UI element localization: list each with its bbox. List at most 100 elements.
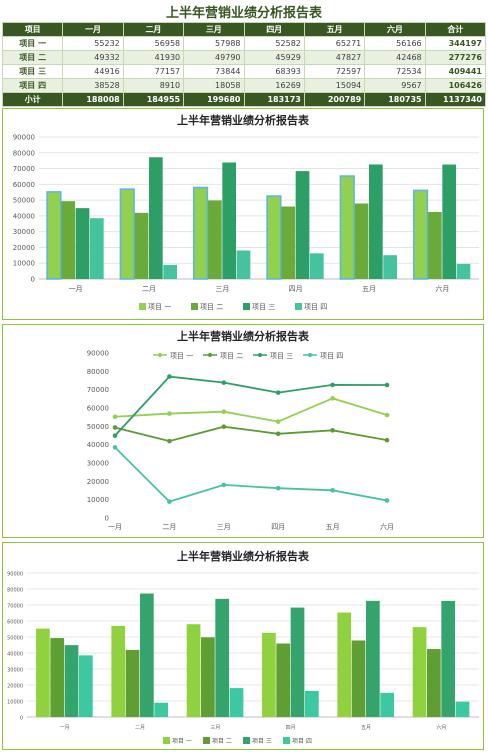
data-point bbox=[221, 482, 227, 488]
data-point bbox=[112, 445, 118, 450]
table-cell: 16269 bbox=[243, 78, 305, 93]
y-tick-label: 60000 bbox=[7, 620, 23, 626]
bar-2 bbox=[276, 643, 291, 717]
table-cell: 52582 bbox=[243, 36, 305, 51]
header-cell: 六月 bbox=[364, 22, 426, 37]
legend-marker bbox=[308, 353, 312, 357]
bar-1 bbox=[337, 612, 352, 717]
data-point bbox=[112, 414, 118, 420]
table-cell: 73844 bbox=[183, 64, 245, 79]
data-point bbox=[167, 374, 172, 379]
data-point bbox=[275, 390, 281, 395]
bar-chart-2-panel: 上半年营销业绩分析报告表 0 10000 20000 30000 40000 50000 60… bbox=[2, 542, 484, 750]
legend-swatch bbox=[295, 303, 302, 310]
y-tick-label: 0 bbox=[31, 276, 35, 284]
row-total: 106426 bbox=[424, 78, 487, 93]
legend-label: 项目 三 bbox=[252, 738, 272, 745]
data-point bbox=[275, 419, 281, 424]
data-point bbox=[330, 488, 335, 493]
y-tick-label: 10000 bbox=[7, 700, 23, 706]
y-tick-label: 30000 bbox=[7, 668, 23, 674]
legend-marker bbox=[158, 353, 162, 357]
subtotal-cell: 200789 bbox=[303, 92, 366, 107]
bar-4 bbox=[163, 264, 177, 279]
series-line-1 bbox=[114, 397, 388, 423]
x-tick-label: 四月 bbox=[286, 725, 296, 731]
x-tick-label: 五月 bbox=[326, 523, 340, 531]
bar-1 bbox=[266, 195, 282, 280]
header-cell: 二月 bbox=[122, 22, 185, 37]
bar-2 bbox=[201, 637, 215, 717]
bar-3 bbox=[149, 157, 163, 279]
table-cell: 49332 bbox=[62, 50, 124, 65]
y-tick-label: 40000 bbox=[7, 652, 23, 658]
y-tick-label: 50000 bbox=[87, 423, 109, 431]
bar-3 bbox=[295, 171, 310, 279]
bar-2 bbox=[354, 203, 369, 279]
chart-title: 上半年营销业绩分析报告表 bbox=[177, 329, 310, 343]
legend-label: 项目 一 bbox=[170, 352, 193, 360]
bar-4 bbox=[89, 218, 104, 279]
table-cell: 72534 bbox=[364, 64, 426, 79]
header-cell: 五月 bbox=[303, 22, 366, 37]
x-tick-label: 一月 bbox=[108, 523, 122, 531]
bar-1 bbox=[262, 632, 276, 717]
x-tick-label: 四月 bbox=[271, 523, 285, 531]
legend-swatch bbox=[139, 303, 146, 310]
series-line-4 bbox=[114, 446, 388, 503]
x-tick-label: 二月 bbox=[162, 523, 176, 531]
y-tick-label: 50000 bbox=[7, 636, 23, 642]
subtotal-cell: 199680 bbox=[183, 92, 245, 107]
bar-3 bbox=[442, 164, 457, 279]
series-line-2 bbox=[114, 425, 388, 443]
legend-swatch bbox=[203, 737, 210, 744]
table-cell: 56166 bbox=[364, 36, 426, 51]
data-point bbox=[330, 396, 335, 401]
y-tick-label: 90000 bbox=[7, 572, 23, 578]
data-point bbox=[221, 409, 227, 414]
legend-label: 项目 二 bbox=[200, 303, 223, 311]
data-point bbox=[221, 380, 227, 385]
bar-3 bbox=[64, 645, 79, 717]
y-tick-label: 40000 bbox=[87, 441, 109, 449]
legend-label: 项目 三 bbox=[252, 303, 275, 311]
table-cell: 15094 bbox=[303, 78, 366, 93]
bar-3 bbox=[369, 164, 383, 279]
bar-chart-panel: 上半年营销业绩分析报告表 0 10000 20000 30000 40000 50000 60… bbox=[2, 108, 484, 320]
legend-marker bbox=[208, 353, 212, 357]
row-total: 277276 bbox=[424, 50, 487, 65]
y-tick-label: 10000 bbox=[87, 496, 109, 504]
header-cell: 一月 bbox=[62, 22, 124, 37]
legend-marker bbox=[258, 353, 262, 357]
bar-chart-2: 上半年营销业绩分析报告表 0 10000 20000 30000 40000 50000 60… bbox=[7, 549, 479, 745]
table-cell: 38528 bbox=[62, 78, 124, 93]
table-cell: 41930 bbox=[122, 50, 185, 65]
table-row: 项目 四 38528 8910 18058 16269 15094 9567 1… bbox=[1, 78, 487, 93]
header-cell: 合计 bbox=[424, 22, 487, 37]
legend-label: 项目 一 bbox=[172, 738, 192, 745]
row-label: 项目 三 bbox=[1, 64, 64, 79]
y-tick-label: 80000 bbox=[13, 149, 35, 157]
header-cell: 项目 bbox=[1, 22, 64, 37]
data-point bbox=[275, 485, 281, 491]
table-row: 项目 一 55232 56958 57988 52582 65271 56166… bbox=[1, 36, 487, 51]
legend-swatch bbox=[283, 737, 290, 744]
legend-label: 项目 一 bbox=[148, 303, 171, 311]
bar-2 bbox=[428, 211, 442, 279]
table-cell: 9567 bbox=[364, 78, 426, 93]
row-total: 344197 bbox=[424, 36, 487, 51]
y-tick-label: 20000 bbox=[87, 478, 109, 486]
y-tick-label: 30000 bbox=[87, 460, 109, 468]
data-point bbox=[167, 438, 172, 444]
y-tick-label: 60000 bbox=[13, 181, 35, 189]
bar-4 bbox=[236, 250, 251, 279]
bar-3 bbox=[222, 162, 237, 279]
x-tick-label: 二月 bbox=[135, 725, 145, 731]
bar-4 bbox=[229, 688, 244, 717]
subtotal-row: 小计 188008 184955 199680 183173 200789 18… bbox=[1, 92, 487, 107]
table-row: 项目 三 44916 77157 73844 68393 72597 72534… bbox=[1, 64, 487, 79]
x-tick-label: 六月 bbox=[435, 284, 449, 293]
bar-2 bbox=[134, 212, 149, 279]
x-tick-label: 五月 bbox=[361, 725, 371, 731]
bar-chart: 上半年营销业绩分析报告表 0 10000 20000 30000 40000 50000 60… bbox=[13, 113, 479, 311]
